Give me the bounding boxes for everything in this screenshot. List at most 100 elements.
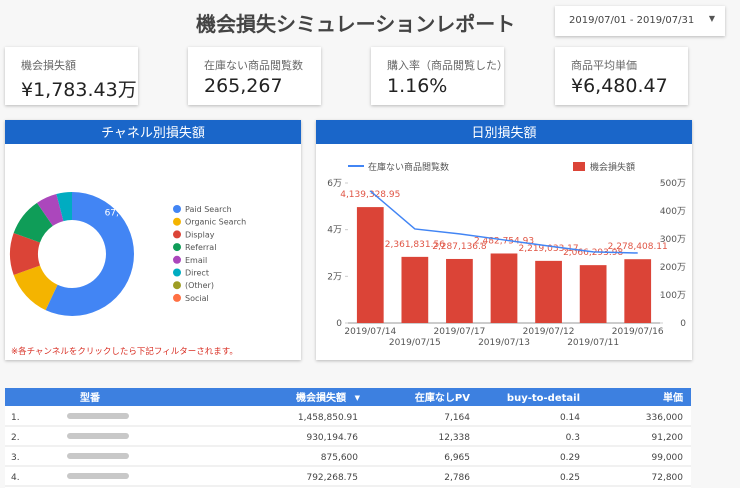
- legend-label[interactable]: Direct: [185, 269, 209, 278]
- column-header[interactable]: 在庫なしPV: [415, 391, 470, 404]
- legend-label[interactable]: (Other): [185, 281, 214, 290]
- daily-chart: 日別損失額 0 2万 4万 6万 0 100万 200万 300万 400万 500万 2019/07…: [316, 120, 692, 360]
- y-tick-label: 4万: [327, 226, 342, 236]
- legend-label[interactable]: Email: [185, 256, 207, 265]
- kpi-label: 機会損失額: [21, 59, 76, 72]
- bar-label: 2,278,408.11: [608, 242, 668, 252]
- legend-label[interactable]: Display: [185, 230, 215, 239]
- pie-slice[interactable]: [10, 233, 41, 275]
- date-range[interactable]: 2019/07/01 - 2019/07/31 ▼: [555, 6, 725, 36]
- bar[interactable]: [535, 260, 562, 323]
- cell: 792,268.75: [306, 473, 358, 483]
- legend-swatch: [173, 255, 181, 264]
- cell: 336,000: [646, 413, 683, 423]
- kpi-card: 購入率（商品閲覧した） 1.16%: [371, 47, 508, 105]
- bar-label: 4,139,328.95: [340, 190, 400, 200]
- legend-label[interactable]: Organic Search: [185, 218, 246, 227]
- y2-tick-label: 200万: [660, 263, 686, 273]
- x-tick-label: 2019/07/11: [567, 338, 619, 348]
- legend-swatch: [173, 205, 181, 213]
- annotation: ※各チャンネルをクリックしたら下記フィルターされます。: [11, 346, 238, 357]
- pie-slice[interactable]: [37, 194, 64, 226]
- date-text: 2019/07/01 - 2019/07/31: [569, 15, 695, 26]
- table: 型番 機会損失額 在庫なしPV buy-to-detail 単価 ▼ 1. 1,458,850…: [5, 388, 691, 488]
- legend-label: 在庫ない商品閲覧数: [368, 161, 449, 173]
- legend-swatch: [173, 293, 181, 302]
- bar[interactable]: [624, 259, 652, 323]
- kpi-value: 265,267: [204, 75, 283, 97]
- bar-label: 2,066,293.98: [563, 248, 623, 258]
- pie-slice[interactable]: [45, 192, 134, 316]
- kpi-label: 商品平均単価: [571, 59, 637, 72]
- pie-slice[interactable]: [13, 265, 58, 311]
- chart-title: チャネル別損失額: [101, 126, 205, 141]
- y2-tick-label: 0: [680, 319, 686, 329]
- title: 機会損失シミュレーションレポート: [196, 12, 516, 36]
- bar-label: 2,219,033.17: [519, 244, 579, 254]
- x-tick-label: 2019/07/15: [389, 338, 441, 348]
- kpi-label: 購入率（商品閲覧した）: [387, 59, 508, 72]
- cell: 930,194.76: [306, 433, 358, 443]
- cell: 3.: [11, 453, 20, 463]
- blurred-cell: [67, 453, 129, 459]
- table-header: [5, 388, 691, 406]
- cell: 72,800: [652, 473, 684, 483]
- kpi-label: 在庫ない商品閲覧数: [204, 59, 303, 72]
- cell: 7,164: [444, 413, 470, 423]
- column-header[interactable]: 機会損失額: [296, 391, 346, 404]
- y-tick-label: 2万: [327, 272, 342, 282]
- cell: 2.: [11, 433, 20, 443]
- chart-title: 日別損失額: [471, 126, 536, 141]
- cell: 0.14: [560, 413, 580, 423]
- x-tick-label: 2019/07/16: [612, 327, 664, 337]
- column-header[interactable]: 単価: [663, 391, 683, 404]
- bar[interactable]: [356, 207, 384, 323]
- cell: 0.3: [566, 433, 580, 443]
- chart-header: [5, 120, 301, 144]
- kpi-card: 在庫ない商品閲覧数 265,267: [188, 47, 321, 105]
- cell: 0.29: [560, 453, 580, 463]
- y2-tick-label: 500万: [660, 179, 686, 189]
- legend-label: 機会損失額: [590, 161, 635, 173]
- legend-swatch: [173, 230, 181, 239]
- x-tick-label: 2019/07/13: [478, 338, 530, 348]
- legend-label[interactable]: Social: [185, 294, 209, 303]
- legend-label[interactable]: Paid Search: [185, 205, 232, 214]
- x-tick-label: 2019/07/12: [523, 327, 575, 337]
- bar[interactable]: [490, 253, 518, 323]
- legend-swatch: [173, 268, 181, 277]
- sort-icon: ▼: [355, 394, 361, 402]
- blurred-cell: [67, 413, 129, 419]
- cell: 0.25: [560, 473, 580, 483]
- chart-header: [316, 120, 692, 144]
- bar-label: 2,361,831.56: [385, 240, 445, 250]
- bar[interactable]: [401, 256, 429, 323]
- cell: 1.: [11, 413, 20, 423]
- bar[interactable]: [579, 265, 607, 323]
- legend-swatch: [173, 217, 181, 226]
- slice-label: 67,482.3: [105, 209, 145, 219]
- cell: 91,200: [652, 433, 684, 443]
- legend-label[interactable]: Referral: [185, 243, 216, 252]
- y2-tick-label: 300万: [660, 235, 686, 245]
- kpi-card: 機会損失額 ¥1,783.43万: [5, 47, 138, 105]
- bar-label: 2,287,136.8: [432, 242, 487, 252]
- legend-swatch: [173, 281, 181, 290]
- blurred-cell: [67, 473, 129, 479]
- y-tick-label: 6万: [327, 179, 342, 189]
- channel-chart: チャネル別損失額 67,482.3 Paid Search Organic Searc…: [5, 120, 301, 360]
- dropdown-icon: ▼: [708, 14, 715, 23]
- line: [369, 190, 638, 254]
- pie-slice[interactable]: [56, 192, 72, 222]
- bar[interactable]: [446, 258, 473, 323]
- x-tick-label: 2019/07/17: [433, 327, 485, 337]
- column-header[interactable]: buy-to-detail: [507, 393, 580, 404]
- y-tick-label: 0: [336, 319, 342, 329]
- x-tick-label: 2019/07/14: [344, 327, 396, 337]
- pie-slice[interactable]: [13, 202, 53, 243]
- legend-swatch: [573, 162, 585, 171]
- kpi-value: ¥1,783.43万: [21, 79, 137, 101]
- kpi-value: ¥6,480.47: [571, 75, 668, 97]
- cell: 6,965: [444, 453, 470, 463]
